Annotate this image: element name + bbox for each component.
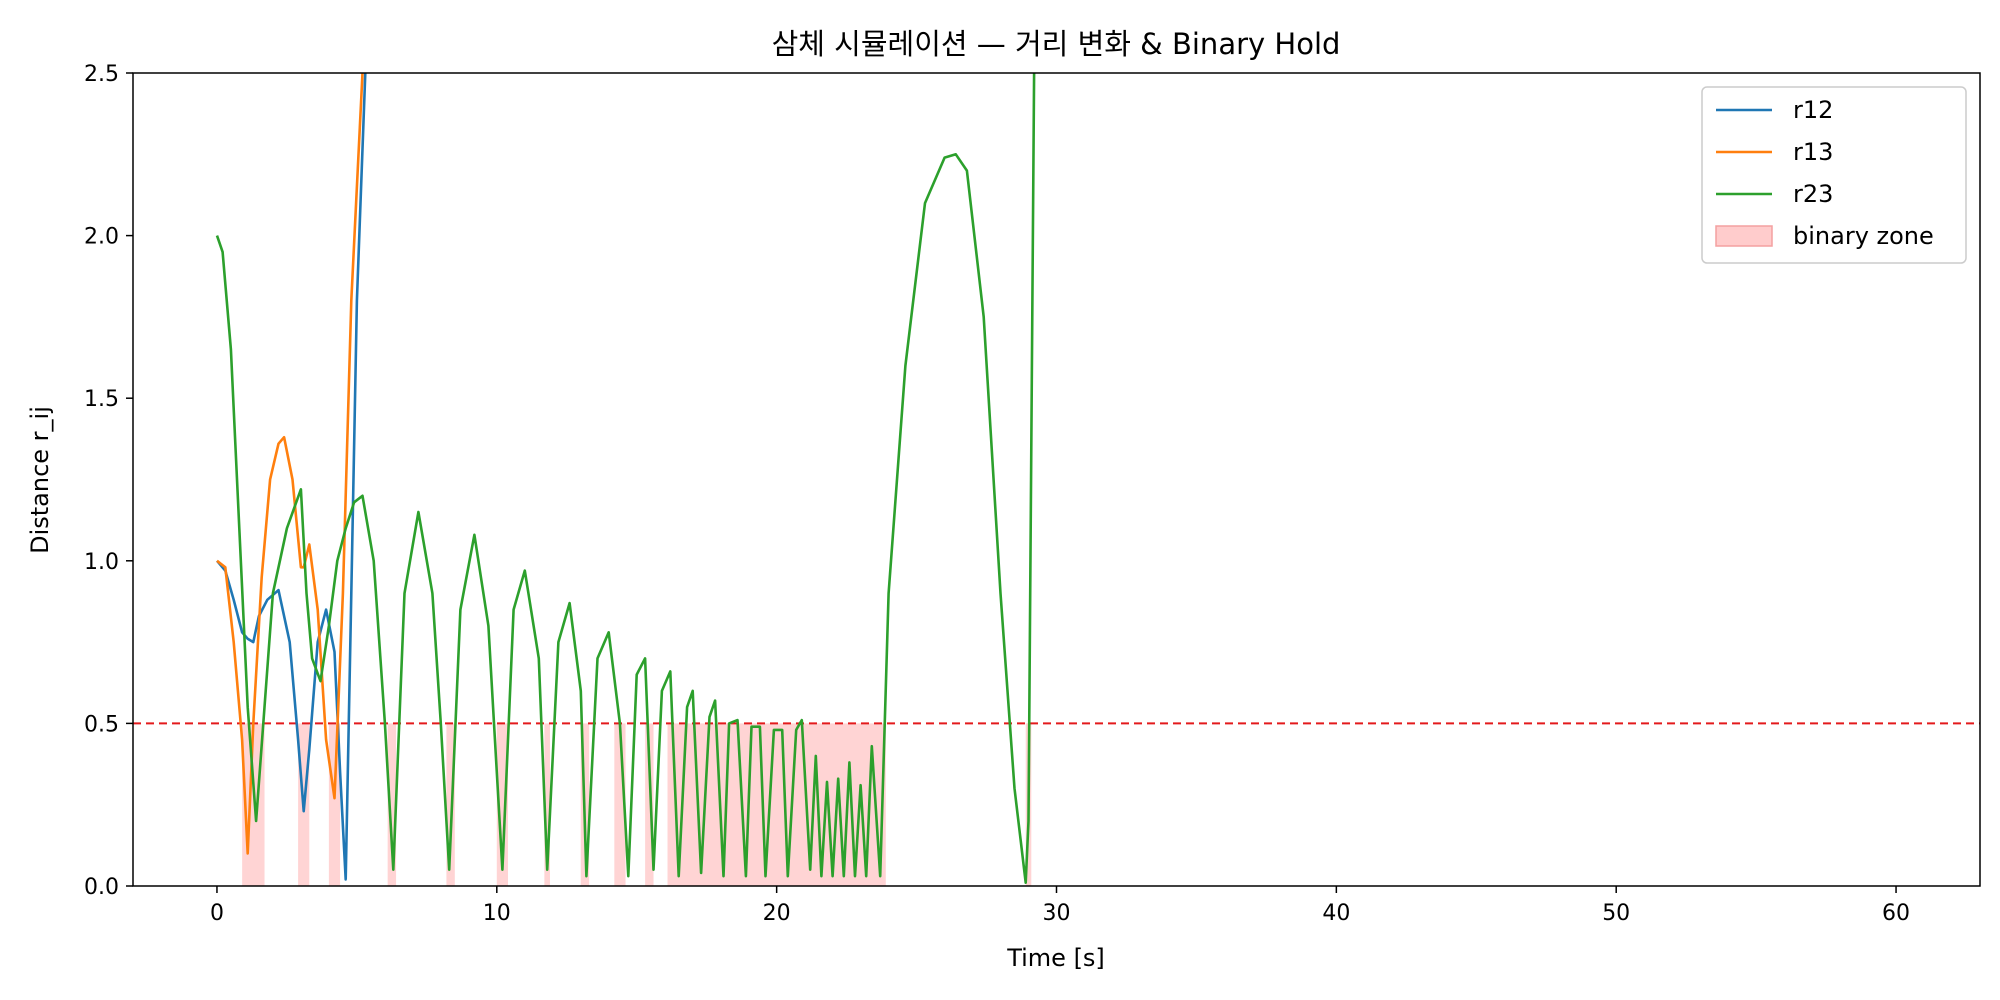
legend-label: r13 <box>1793 138 1833 166</box>
x-tick-label: 20 <box>763 901 791 926</box>
binary-zone-band <box>645 723 654 886</box>
binary-zone-band <box>614 723 626 886</box>
legend-label: r12 <box>1793 96 1833 124</box>
x-tick-label: 60 <box>1882 901 1910 926</box>
legend: r12 r13 r23 binary zone <box>1701 86 1967 264</box>
x-tick-label: 30 <box>1043 901 1071 926</box>
y-tick-label: 1.5 <box>84 387 119 412</box>
series-lines <box>215 73 1036 885</box>
binary-zones <box>242 723 1032 886</box>
y-tick-label: 0.0 <box>84 875 119 900</box>
binary-zone-band <box>328 723 341 886</box>
y-tick-label: 2.5 <box>84 62 119 87</box>
legend-label: r23 <box>1793 180 1833 208</box>
x-axis-title: Time [s] <box>1006 944 1105 972</box>
x-tick-label: 50 <box>1602 901 1630 926</box>
x-tick-label: 10 <box>483 901 511 926</box>
chart-title: 삼체 시뮬레이션 — 거리 변화 & Binary Hold <box>772 27 1341 61</box>
binary-zone-band <box>387 723 397 886</box>
y-tick-label: 2.0 <box>84 225 119 250</box>
binary-zone-band <box>496 723 508 886</box>
x-tick-label: 0 <box>210 901 224 926</box>
y-axis-title: Distance r_ij <box>26 406 54 554</box>
series-line-r13 <box>216 73 364 855</box>
series-line-r23 <box>215 73 1036 885</box>
binary-zone-band <box>544 723 550 886</box>
legend-swatch-binary-zone <box>1715 225 1773 247</box>
x-axis: 0 10 20 30 40 50 60 <box>210 886 1910 926</box>
binary-zone-band <box>446 723 455 886</box>
y-tick-label: 1.0 <box>84 550 119 575</box>
legend-box <box>1701 86 1967 264</box>
x-tick-label: 40 <box>1322 901 1350 926</box>
legend-label: binary zone <box>1793 222 1934 250</box>
y-axis: 0.0 0.5 1.0 1.5 2.0 2.5 <box>84 62 133 900</box>
y-tick-label: 0.5 <box>84 712 119 737</box>
